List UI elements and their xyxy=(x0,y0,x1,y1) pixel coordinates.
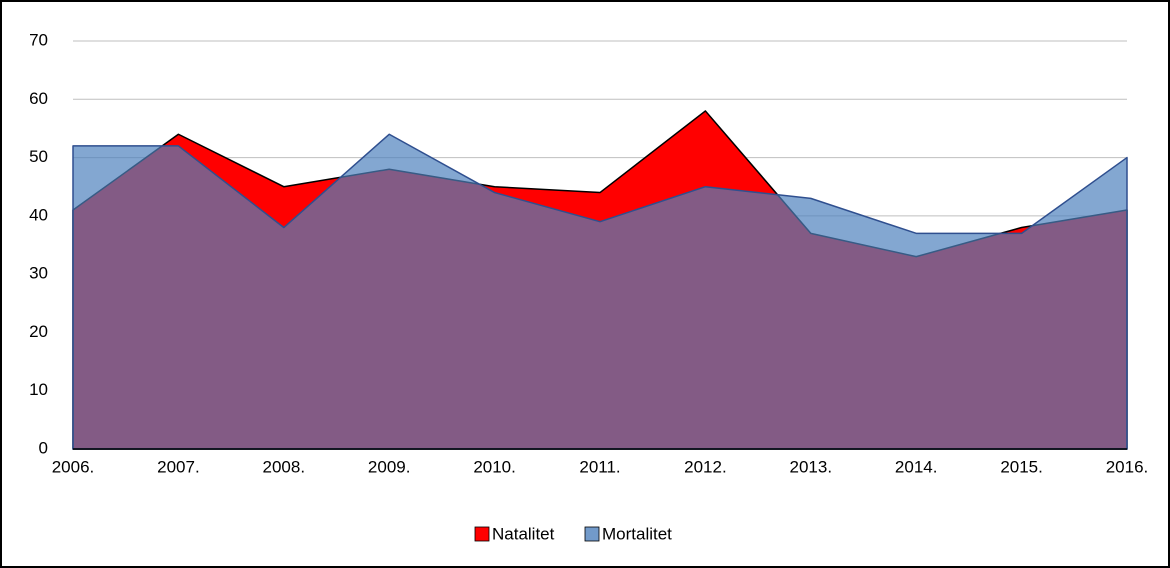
y-tick-label: 60 xyxy=(29,89,48,108)
x-tick-label: 2008. xyxy=(263,457,306,476)
x-tick-label: 2012. xyxy=(684,457,727,476)
x-tick-label: 2010. xyxy=(473,457,516,476)
legend-swatch xyxy=(584,526,600,542)
y-tick-label: 40 xyxy=(29,205,48,224)
x-tick-label: 2015. xyxy=(1000,457,1043,476)
y-tick-label: 70 xyxy=(29,30,48,49)
x-tick-label: 2013. xyxy=(790,457,833,476)
x-tick-label: 2007. xyxy=(157,457,200,476)
x-tick-label: 2014. xyxy=(895,457,938,476)
y-tick-label: 20 xyxy=(29,322,48,341)
y-tick-label: 30 xyxy=(29,264,48,283)
x-tick-label: 2016. xyxy=(1106,457,1149,476)
x-tick-label: 2009. xyxy=(368,457,411,476)
y-tick-label: 0 xyxy=(39,438,48,457)
legend-label: Mortalitet xyxy=(602,524,672,543)
legend-label: Natalitet xyxy=(492,524,555,543)
legend-swatch xyxy=(474,526,490,542)
x-tick-label: 2006. xyxy=(52,457,95,476)
area xyxy=(72,133,1128,450)
y-tick-label: 50 xyxy=(29,147,48,166)
x-tick-label: 2011. xyxy=(579,457,620,476)
y-tick-label: 10 xyxy=(29,380,48,399)
